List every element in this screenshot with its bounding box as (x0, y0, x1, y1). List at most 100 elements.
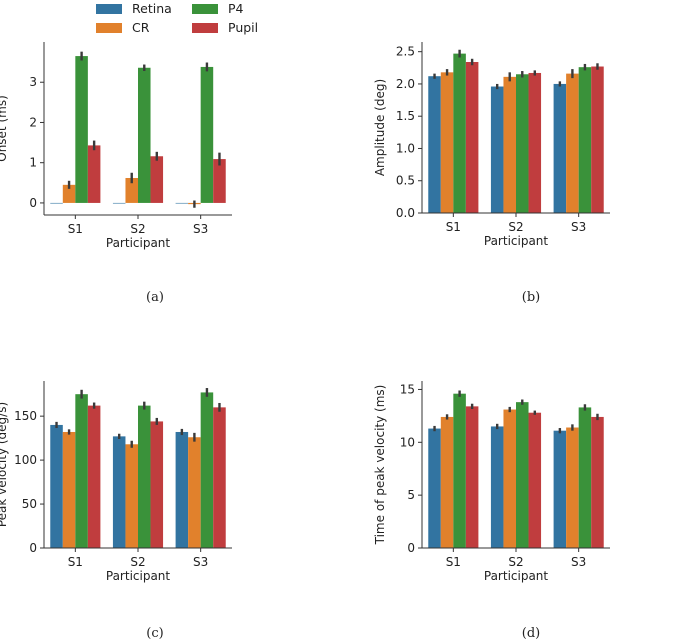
y-tick-label-d-2: 10 (400, 435, 415, 449)
bar-b-pupil-s3 (591, 66, 604, 214)
bar-b-cr-s3 (566, 73, 579, 214)
x-tick-label-d-s1: S1 (446, 555, 461, 569)
x-tick-label-a-s3: S3 (193, 222, 208, 236)
chart-panel-c: 0 50 100 150 S1 S2 S3 Participant Peak velocity … (0, 381, 232, 641)
bar-d-retina-s1 (428, 428, 441, 548)
bar-a-pupil-s3 (213, 159, 226, 203)
bar-c-pupil-s1 (87, 405, 101, 548)
bar-c-pupil-s2 (150, 421, 164, 548)
bar-d-pupil-s1 (465, 406, 479, 548)
bar-d-pupil-s2 (528, 412, 542, 548)
bar-c-retina-s1 (50, 424, 63, 548)
bar-d-pupil-s3 (591, 416, 604, 548)
x-tick-label-d-s3: S3 (571, 555, 586, 569)
legend-label-pupil: Pupil (228, 20, 258, 35)
bar-a-cr-s1 (62, 184, 76, 203)
bar-a-p4-s1 (75, 56, 88, 203)
bar-b-cr-s1 (440, 72, 454, 213)
caption-d: (d) (522, 626, 540, 641)
legend-label-cr: CR (132, 20, 150, 35)
caption-c: (c) (146, 626, 163, 641)
bar-b-retina-s1 (428, 76, 441, 213)
bar-c-p4-s2 (138, 405, 151, 548)
y-tick-label-a-0: 0 (29, 196, 37, 210)
legend-swatch-pupil (192, 23, 218, 33)
bar-b-cr-s2 (503, 76, 516, 213)
bar-d-p4-s3 (578, 407, 592, 548)
y-tick-label-c-0: 0 (29, 541, 37, 555)
bar-a-pupil-s1 (87, 145, 101, 203)
chart-panel-d: 0 5 10 15 S1 S2 S3 Participant Time of peak velo… (373, 381, 610, 641)
y-axis-label-a: Onset (ms) (0, 95, 9, 162)
bar-b-pupil-s2 (528, 72, 542, 213)
y-tick-label-b-3: 1.5 (396, 109, 415, 123)
y-axis-label-c: Peak velocity (deg/s) (0, 402, 9, 527)
x-axis-label-c: Participant (106, 569, 171, 583)
legend-swatch-p4 (192, 4, 218, 14)
y-tick-label-b-2: 1.0 (396, 141, 415, 155)
y-tick-label-b-0: 0.0 (396, 206, 415, 220)
x-tick-label-a-s1: S1 (68, 222, 83, 236)
y-tick-label-d-0: 0 (407, 541, 415, 555)
x-tick-label-c-s2: S2 (130, 555, 145, 569)
legend-entry-pupil: Pupil (192, 20, 258, 35)
x-axis-label-d: Participant (484, 569, 549, 583)
x-tick-label-d-s2: S2 (508, 555, 523, 569)
bar-b-p4-s3 (578, 67, 592, 213)
bar-a-pupil-s2 (150, 156, 164, 203)
y-tick-label-c-2: 100 (14, 453, 37, 467)
bar-a-cr-s2 (125, 177, 138, 203)
bar-b-pupil-s1 (465, 62, 479, 213)
caption-a: (a) (146, 290, 164, 305)
bar-a-p4-s3 (200, 66, 214, 203)
chart-panel-a: 0 1 2 3 S1 S2 S3 Participant Onset (ms) (a) (0, 42, 232, 305)
bar-c-cr-s3 (188, 437, 201, 548)
y-tick-label-a-2: 2 (29, 115, 37, 129)
y-axis-label-b: Amplitude (deg) (373, 79, 387, 176)
legend-entry-cr: CR (96, 20, 150, 35)
bar-d-cr-s2 (503, 409, 516, 548)
bar-c-cr-s2 (125, 444, 138, 548)
bar-a-retina-s1 (50, 202, 63, 204)
legend-swatch-cr (96, 23, 122, 33)
bar-d-cr-s1 (440, 416, 454, 548)
legend-swatch-retina (96, 4, 122, 14)
y-tick-label-b-4: 2.0 (396, 77, 415, 91)
bar-d-retina-s2 (490, 426, 504, 548)
bar-b-p4-s2 (516, 74, 529, 213)
bar-d-retina-s3 (553, 430, 567, 548)
x-tick-label-c-s1: S1 (68, 555, 83, 569)
bar-c-retina-s3 (175, 431, 189, 548)
x-axis-label-a: Participant (106, 236, 171, 250)
bar-a-retina-s2 (112, 202, 126, 204)
legend-entry-retina: Retina (96, 1, 172, 16)
bar-c-retina-s2 (112, 436, 126, 548)
panels: 0 1 2 3 S1 S2 S3 Participant Onset (ms) (a) 0.0 0.5… (0, 42, 610, 641)
bar-a-p4-s2 (138, 67, 151, 203)
bar-b-retina-s3 (553, 83, 567, 213)
bar-a-retina-s3 (175, 202, 189, 204)
y-tick-label-c-1: 50 (22, 497, 37, 511)
x-axis-label-b: Participant (484, 234, 549, 248)
bar-b-p4-s1 (453, 53, 466, 214)
y-tick-label-d-3: 15 (400, 382, 415, 396)
y-tick-label-c-3: 150 (14, 409, 37, 423)
y-tick-label-b-5: 2.5 (396, 45, 415, 59)
x-tick-label-b-s3: S3 (571, 220, 586, 234)
y-tick-label-b-1: 0.5 (396, 174, 415, 188)
x-tick-label-b-s2: S2 (508, 220, 523, 234)
bar-c-p4-s3 (200, 392, 214, 548)
y-tick-label-d-1: 5 (407, 488, 415, 502)
y-tick-label-a-1: 1 (29, 156, 37, 170)
bar-d-p4-s1 (453, 393, 466, 548)
x-tick-label-b-s1: S1 (446, 220, 461, 234)
legend-label-retina: Retina (132, 1, 172, 16)
x-tick-label-c-s3: S3 (193, 555, 208, 569)
y-tick-label-a-3: 3 (29, 75, 37, 89)
bar-d-cr-s3 (566, 427, 579, 548)
bar-c-cr-s1 (62, 431, 76, 548)
legend-entry-p4: P4 (192, 1, 244, 16)
x-tick-label-a-s2: S2 (130, 222, 145, 236)
chart-panel-b: 0.0 0.5 1.0 1.5 2.0 2.5 S1 S2 S3 Participant Ampli… (373, 42, 610, 305)
